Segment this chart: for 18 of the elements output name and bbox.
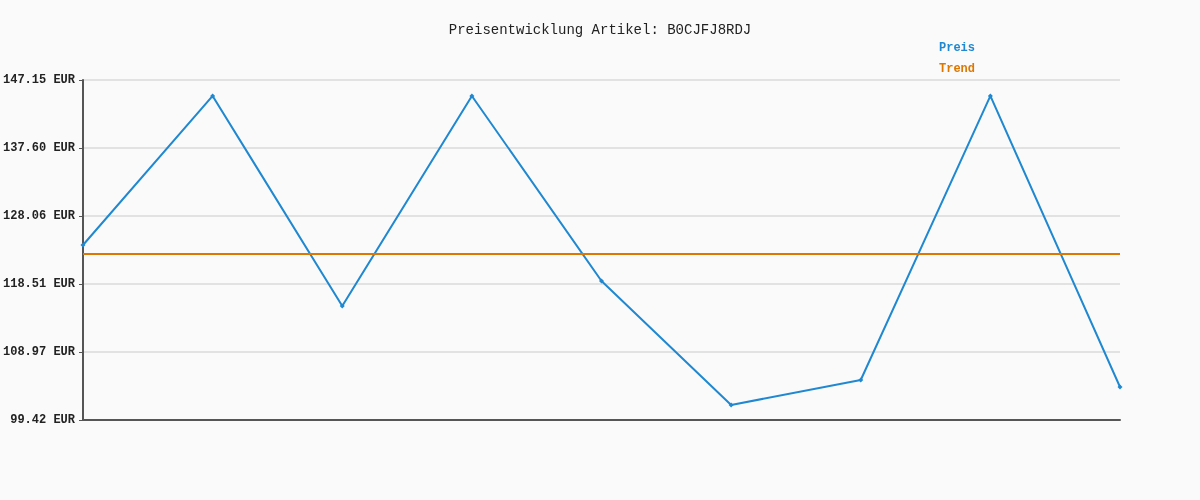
point <box>728 402 734 408</box>
point <box>1117 384 1123 390</box>
point <box>987 93 993 99</box>
y-tick-label: 137.60 EUR <box>3 141 76 156</box>
point <box>858 377 864 383</box>
y-tick-label: 108.97 EUR <box>3 344 76 359</box>
y-tick-label: 128.06 EUR <box>3 208 76 223</box>
y-tick-label: 147.15 EUR <box>3 73 76 87</box>
y-tick-label: 99.42 EUR <box>10 413 76 427</box>
text: Preis <box>938 41 976 55</box>
text: Trend <box>938 62 976 76</box>
y-tick-label: 118.51 EUR <box>3 277 76 292</box>
chart-title: Preisentwicklung Artikel: B0CJFJ8RDJ <box>448 22 752 38</box>
point <box>599 278 605 284</box>
point <box>339 303 345 309</box>
point <box>469 93 475 99</box>
point <box>210 93 216 99</box>
point <box>80 242 86 248</box>
